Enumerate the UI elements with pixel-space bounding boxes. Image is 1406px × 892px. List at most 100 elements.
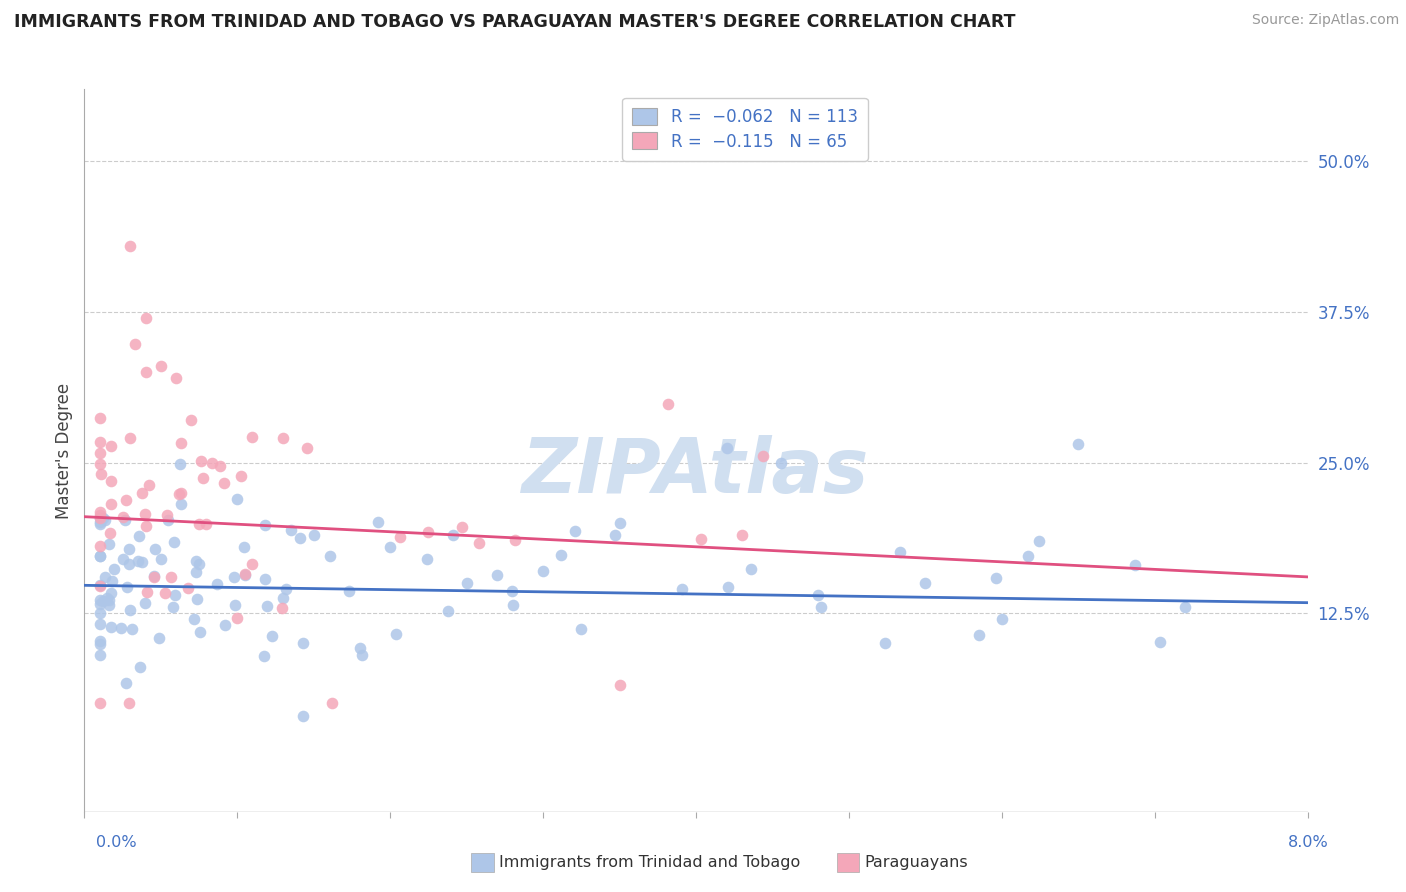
Point bbox=[169, 458, 191, 472]
Point bbox=[186, 592, 208, 607]
Point bbox=[184, 565, 207, 579]
Point bbox=[810, 600, 832, 615]
Point bbox=[367, 516, 389, 530]
Text: IMMIGRANTS FROM TRINIDAD AND TOBAGO VS PARAGUAYAN MASTER'S DEGREE CORRELATION CH: IMMIGRANTS FROM TRINIDAD AND TOBAGO VS P… bbox=[14, 13, 1015, 31]
Point bbox=[187, 557, 209, 571]
Point bbox=[456, 576, 478, 591]
Point bbox=[89, 517, 111, 532]
Point bbox=[148, 631, 170, 645]
Point bbox=[717, 581, 740, 595]
Point bbox=[416, 552, 439, 566]
Point bbox=[451, 520, 474, 534]
Point bbox=[91, 594, 114, 608]
Point bbox=[142, 569, 165, 583]
Point bbox=[253, 573, 276, 587]
Point bbox=[98, 592, 121, 607]
Point bbox=[94, 512, 117, 526]
Point bbox=[183, 612, 205, 626]
Point bbox=[142, 569, 165, 583]
Point bbox=[100, 498, 122, 512]
Point bbox=[254, 518, 277, 533]
Point bbox=[98, 526, 121, 541]
Point bbox=[889, 544, 911, 558]
Text: Source: ZipAtlas.com: Source: ZipAtlas.com bbox=[1251, 13, 1399, 28]
Point bbox=[114, 493, 136, 508]
Point bbox=[295, 442, 318, 456]
Point bbox=[240, 557, 263, 571]
Point bbox=[875, 635, 897, 649]
Text: Immigrants from Trinidad and Tobago: Immigrants from Trinidad and Tobago bbox=[499, 855, 800, 870]
Point bbox=[90, 467, 112, 482]
Point bbox=[156, 508, 179, 522]
Point bbox=[769, 457, 792, 471]
Point bbox=[89, 457, 111, 471]
Point bbox=[89, 508, 111, 522]
Point bbox=[609, 516, 631, 530]
Point bbox=[165, 588, 187, 602]
Point bbox=[1067, 437, 1090, 451]
Point bbox=[94, 570, 117, 584]
Point bbox=[502, 599, 524, 613]
Point bbox=[441, 528, 464, 542]
Point bbox=[740, 562, 762, 576]
Point bbox=[339, 583, 361, 598]
Point bbox=[207, 576, 229, 591]
Text: Paraguayans: Paraguayans bbox=[865, 855, 969, 870]
Point bbox=[89, 511, 111, 525]
Point bbox=[96, 591, 118, 606]
Point bbox=[89, 597, 111, 611]
Point bbox=[271, 432, 294, 446]
Point bbox=[89, 593, 111, 607]
Point bbox=[89, 579, 111, 593]
Point bbox=[224, 598, 246, 612]
Point bbox=[89, 634, 111, 648]
Point bbox=[89, 435, 111, 450]
Point bbox=[290, 531, 312, 545]
Point bbox=[564, 524, 586, 539]
Point bbox=[159, 570, 181, 584]
Point bbox=[385, 627, 408, 641]
Point bbox=[212, 475, 235, 490]
Point bbox=[91, 511, 114, 525]
Point bbox=[89, 606, 111, 620]
Point bbox=[114, 513, 136, 527]
Point bbox=[240, 430, 263, 444]
Point bbox=[1123, 558, 1146, 572]
Point bbox=[167, 487, 190, 501]
Point bbox=[135, 311, 157, 326]
Point bbox=[224, 569, 246, 583]
Y-axis label: Master's Degree: Master's Degree bbox=[55, 383, 73, 518]
Point bbox=[531, 564, 554, 578]
Point bbox=[188, 516, 211, 531]
Point bbox=[188, 625, 211, 640]
Point bbox=[118, 541, 141, 556]
Point bbox=[138, 478, 160, 492]
Point bbox=[103, 562, 125, 576]
Point bbox=[731, 528, 754, 542]
Point bbox=[89, 539, 111, 553]
Point bbox=[89, 696, 111, 710]
Point bbox=[350, 648, 373, 663]
Point bbox=[115, 580, 138, 594]
Point bbox=[98, 536, 121, 550]
Point bbox=[118, 557, 141, 571]
Point bbox=[97, 598, 120, 612]
Point bbox=[418, 524, 440, 539]
Point bbox=[89, 648, 111, 662]
Point bbox=[209, 459, 232, 474]
Point bbox=[131, 555, 153, 569]
Point bbox=[752, 449, 775, 463]
Point bbox=[1017, 549, 1039, 564]
Point bbox=[115, 676, 138, 690]
Point bbox=[89, 511, 111, 525]
Point bbox=[253, 648, 276, 663]
Point bbox=[134, 508, 156, 522]
Point bbox=[163, 535, 186, 549]
Point bbox=[256, 599, 278, 613]
Point bbox=[120, 432, 142, 446]
Point bbox=[153, 586, 176, 600]
Point bbox=[380, 540, 402, 554]
Point bbox=[319, 549, 342, 564]
Point bbox=[127, 554, 149, 568]
Point bbox=[1149, 635, 1171, 649]
